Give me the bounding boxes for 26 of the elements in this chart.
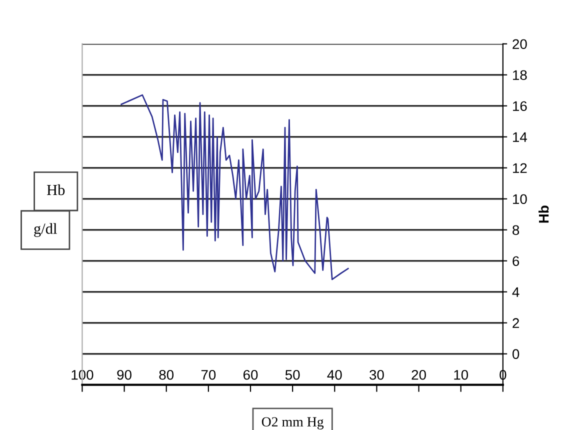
x-tick-label: 20: [412, 370, 426, 380]
y-tick-label: 10: [513, 194, 527, 204]
y-tick-label: 16: [513, 101, 527, 112]
x-tick-label: 80: [159, 370, 174, 380]
y-tick-label: 12: [513, 163, 527, 173]
y-tick-label: 6: [512, 256, 520, 266]
line-series: [120, 94, 349, 280]
x-tick-label: 90: [117, 370, 132, 380]
y-tick-label: 14: [513, 132, 527, 142]
y-tick-label: 4: [512, 287, 520, 297]
y-tick-label: 2: [512, 318, 519, 328]
x-tick-label: 10: [454, 370, 468, 380]
y-tick-label: 18: [513, 70, 527, 80]
y-tick-label: 20: [512, 39, 527, 50]
x-tick-label: 60: [243, 370, 258, 380]
y-tick-label: 0: [512, 349, 520, 360]
x-tick-label: 100: [72, 370, 94, 380]
x-tick-label: 40: [327, 370, 342, 380]
x-tick-label: 50: [285, 370, 300, 380]
y-axis-title: Hb: [538, 206, 549, 223]
y-tick-label: 8: [512, 225, 520, 236]
text: g/dl: [34, 223, 57, 237]
x-axis-title: O2 mm Hg: [262, 417, 324, 430]
text: Hb: [46, 184, 65, 196]
x-tick-label: 30: [370, 370, 384, 380]
x-tick-label: 70: [201, 370, 216, 380]
